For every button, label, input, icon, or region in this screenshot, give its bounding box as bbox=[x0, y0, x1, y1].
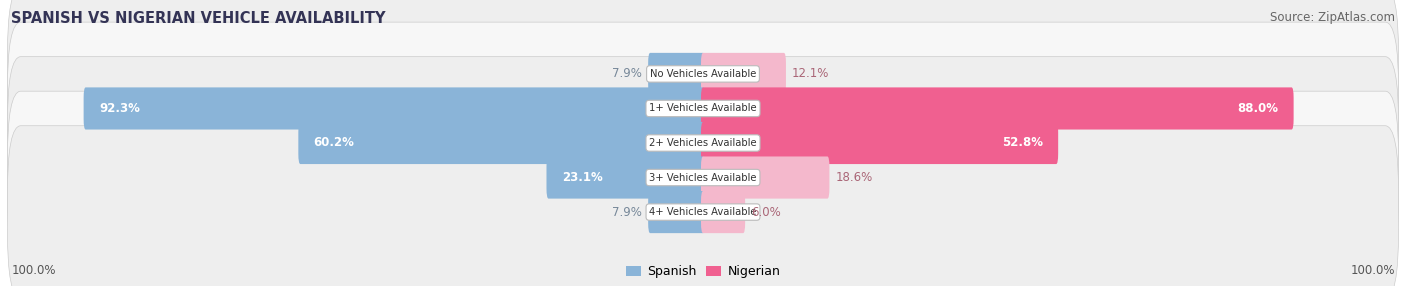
Text: 100.0%: 100.0% bbox=[11, 265, 56, 277]
Text: 12.1%: 12.1% bbox=[792, 67, 830, 80]
Text: 23.1%: 23.1% bbox=[562, 171, 603, 184]
FancyBboxPatch shape bbox=[7, 57, 1399, 229]
FancyBboxPatch shape bbox=[648, 53, 704, 95]
Text: 1+ Vehicles Available: 1+ Vehicles Available bbox=[650, 104, 756, 114]
Text: 3+ Vehicles Available: 3+ Vehicles Available bbox=[650, 172, 756, 182]
Text: 2+ Vehicles Available: 2+ Vehicles Available bbox=[650, 138, 756, 148]
FancyBboxPatch shape bbox=[702, 88, 1294, 130]
FancyBboxPatch shape bbox=[7, 22, 1399, 195]
Text: 60.2%: 60.2% bbox=[314, 136, 354, 150]
Legend: Spanish, Nigerian: Spanish, Nigerian bbox=[620, 260, 786, 283]
Text: 4+ Vehicles Available: 4+ Vehicles Available bbox=[650, 207, 756, 217]
FancyBboxPatch shape bbox=[7, 91, 1399, 264]
FancyBboxPatch shape bbox=[702, 156, 830, 198]
FancyBboxPatch shape bbox=[7, 0, 1399, 160]
FancyBboxPatch shape bbox=[702, 53, 786, 95]
Text: 7.9%: 7.9% bbox=[612, 67, 643, 80]
Text: 52.8%: 52.8% bbox=[1002, 136, 1043, 150]
Text: 7.9%: 7.9% bbox=[612, 206, 643, 219]
FancyBboxPatch shape bbox=[702, 122, 1059, 164]
Text: 100.0%: 100.0% bbox=[1350, 265, 1395, 277]
FancyBboxPatch shape bbox=[298, 122, 704, 164]
FancyBboxPatch shape bbox=[547, 156, 704, 198]
Text: 92.3%: 92.3% bbox=[98, 102, 139, 115]
Text: 18.6%: 18.6% bbox=[835, 171, 873, 184]
Text: SPANISH VS NIGERIAN VEHICLE AVAILABILITY: SPANISH VS NIGERIAN VEHICLE AVAILABILITY bbox=[11, 11, 385, 26]
FancyBboxPatch shape bbox=[648, 191, 704, 233]
Text: Source: ZipAtlas.com: Source: ZipAtlas.com bbox=[1270, 11, 1395, 24]
Text: 6.0%: 6.0% bbox=[751, 206, 780, 219]
Text: No Vehicles Available: No Vehicles Available bbox=[650, 69, 756, 79]
FancyBboxPatch shape bbox=[7, 126, 1399, 286]
FancyBboxPatch shape bbox=[702, 191, 745, 233]
FancyBboxPatch shape bbox=[83, 88, 704, 130]
Text: 88.0%: 88.0% bbox=[1237, 102, 1278, 115]
